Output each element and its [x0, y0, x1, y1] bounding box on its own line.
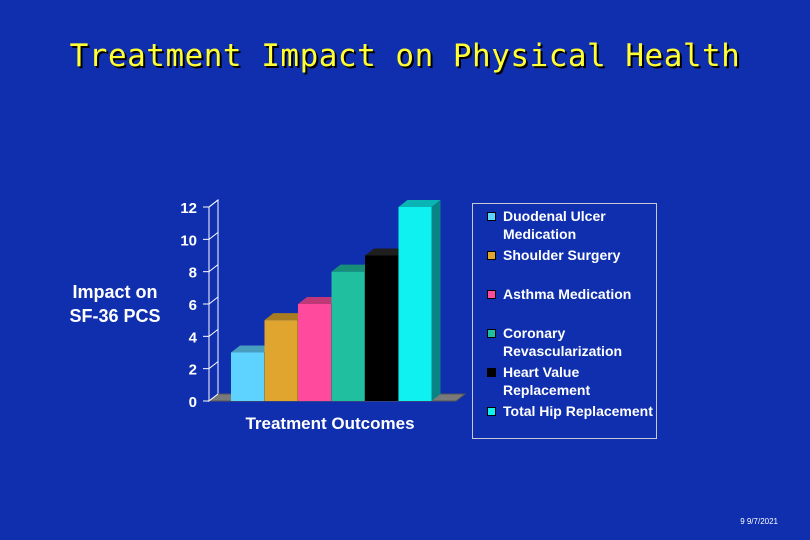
y-tick-depth: [208, 328, 219, 337]
legend-label: Heart Value Replacement: [503, 364, 591, 398]
chart-legend: Duodenal Ulcer Medication Shoulder Surger…: [472, 203, 657, 439]
bar: [331, 271, 365, 401]
y-tick-depth: [208, 231, 219, 240]
y-tick-label: 0: [189, 394, 197, 411]
y-tick-label: 10: [180, 232, 197, 249]
bar-top: [365, 248, 407, 256]
legend-swatch: [487, 407, 496, 416]
bar-top: [264, 313, 307, 321]
y-tick-depth: [208, 361, 219, 370]
legend-swatch: [487, 212, 496, 221]
y-tick-depth: [208, 264, 219, 273]
y-tick-label: 2: [189, 362, 197, 379]
legend-item: Coronary Revascularization: [487, 324, 657, 360]
legend-item: Heart Value Replacement: [487, 363, 657, 399]
y-tick-label: 12: [180, 200, 197, 217]
y-tick-depth: [208, 393, 219, 402]
legend-item: Total Hip Replacement: [487, 402, 657, 420]
legend-item: Duodenal Ulcer Medication: [487, 207, 657, 243]
bar-top: [331, 264, 374, 272]
legend-label: Asthma Medication: [503, 286, 632, 302]
y-tick-depth: [208, 199, 219, 208]
x-axis-label: Treatment Outcomes: [245, 414, 414, 433]
y-axis-label-line-1: Impact on: [72, 282, 158, 302]
y-tick-label: 4: [189, 329, 198, 346]
bar: [365, 255, 398, 401]
y-axis-label-line-2: SF-36 PCS: [69, 306, 161, 326]
legend-label: Coronary Revascularization: [503, 325, 623, 359]
legend-swatch: [487, 251, 496, 260]
bar-side: [431, 200, 441, 401]
bar: [231, 352, 264, 401]
bar: [298, 304, 331, 401]
y-tick-label: 6: [189, 297, 197, 314]
y-tick-label: 8: [189, 265, 197, 282]
legend-label: Duodenal Ulcer Medication: [503, 208, 606, 242]
legend-swatch: [487, 368, 496, 377]
legend-item: Asthma Medication: [487, 285, 657, 303]
legend-swatch: [487, 290, 496, 299]
bar-top: [398, 200, 441, 207]
legend-label: Total Hip Replacement: [503, 403, 653, 419]
bar-top: [231, 345, 273, 353]
legend-item: Shoulder Surgery: [487, 246, 657, 264]
y-tick-depth: [208, 296, 219, 305]
bar: [398, 207, 432, 401]
y-axis-label: Impact on SF-36 PCS: [50, 280, 180, 328]
legend-label: Shoulder Surgery: [503, 247, 621, 263]
slide-footer: 9 9/7/2021: [740, 517, 778, 526]
bar-top: [298, 297, 340, 304]
slide-title: Treatment Impact on Physical Health: [69, 38, 741, 74]
bar: [264, 320, 298, 401]
legend-swatch: [487, 329, 496, 338]
